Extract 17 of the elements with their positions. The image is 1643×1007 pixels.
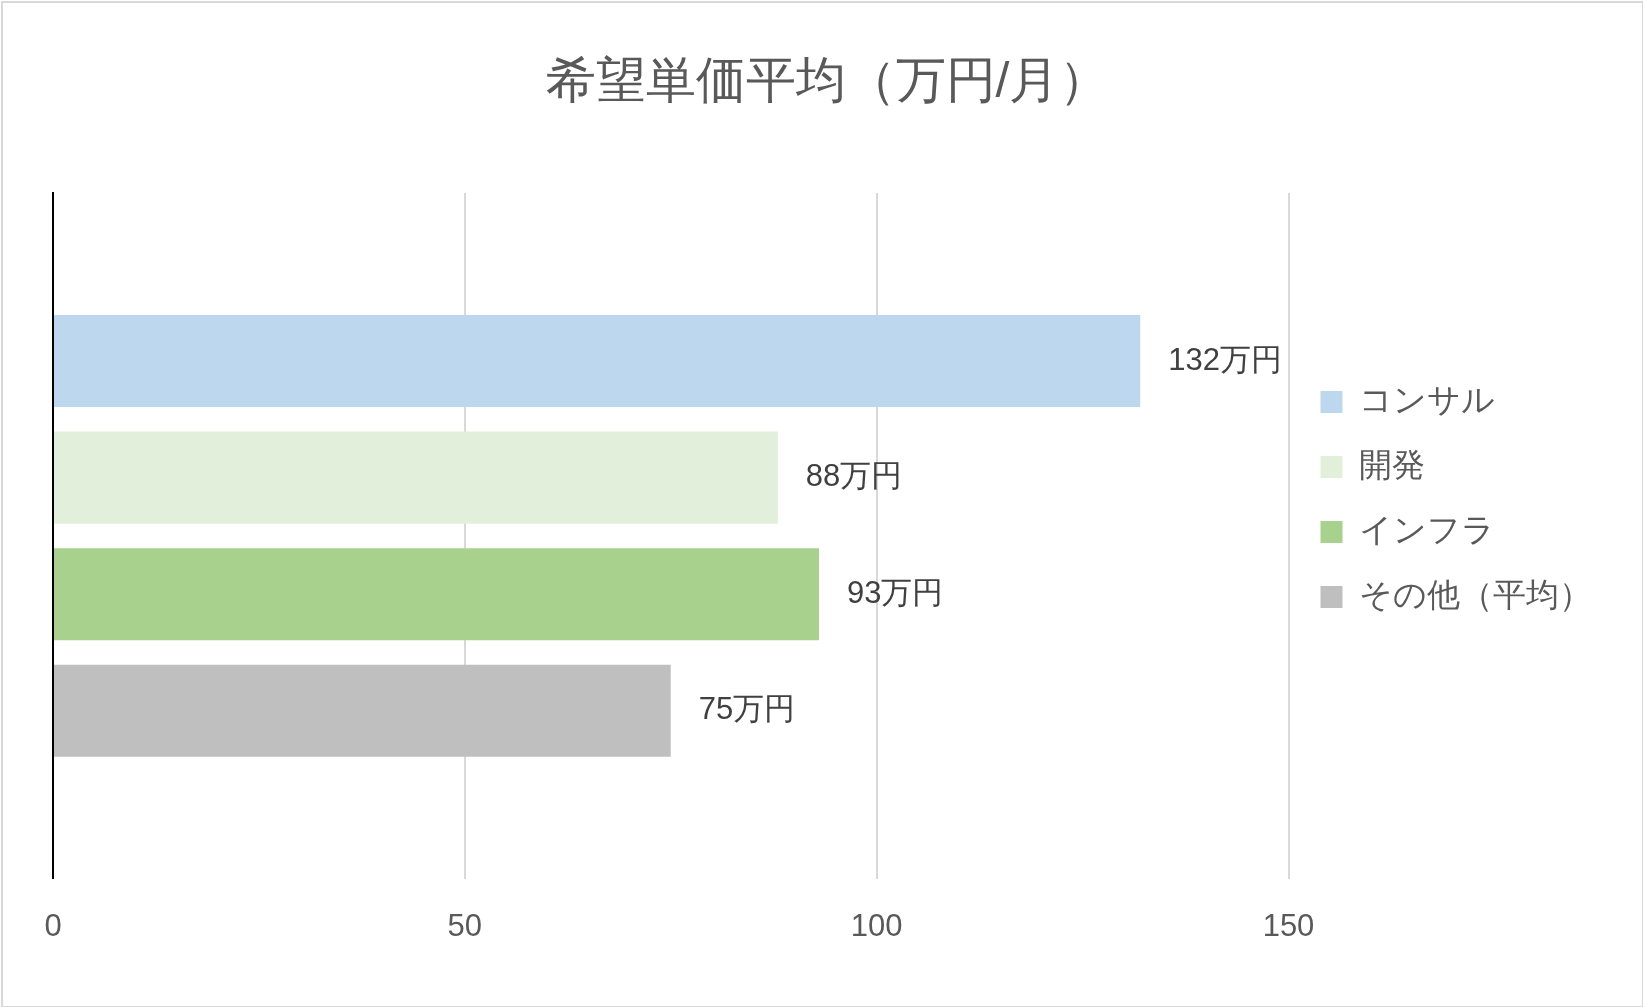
bar [54, 314, 1141, 408]
x-tick-label: 150 [1262, 907, 1315, 943]
x-tick-label: 50 [447, 907, 483, 943]
bar [54, 548, 820, 641]
data-label: 93万円 [847, 574, 944, 610]
x-tick-label: 0 [44, 907, 62, 943]
bar [54, 431, 778, 524]
data-label: 75万円 [698, 691, 796, 727]
legend-label: コンサル [1359, 381, 1495, 419]
legend-label: その他（平均） [1359, 576, 1592, 614]
data-label: 88万円 [805, 458, 903, 494]
legend-label: インフラ [1359, 511, 1495, 549]
bar [54, 664, 671, 757]
chart-title: 希望単価平均（万円/月） [545, 51, 1110, 108]
legend-label: 開発 [1359, 446, 1425, 484]
x-tick-label: 100 [850, 907, 903, 943]
data-label: 132万円 [1168, 341, 1282, 377]
